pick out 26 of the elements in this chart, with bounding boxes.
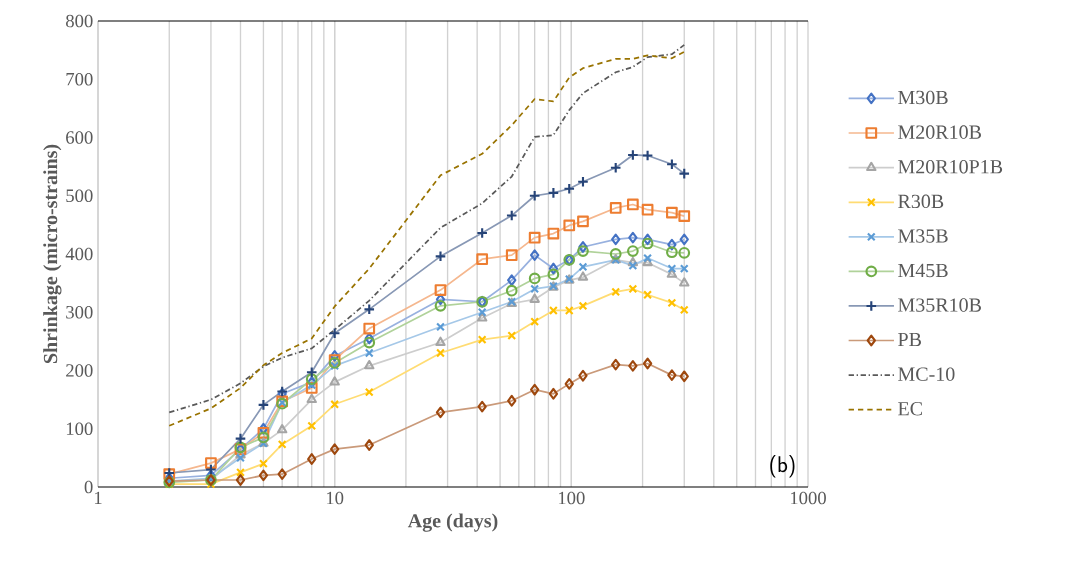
y-tick-label: 800: [66, 14, 93, 28]
y-tick-label: 400: [65, 247, 93, 261]
y-axis-title: Shrinkage (micro-strains): [43, 144, 62, 364]
legend-label: PB: [898, 332, 921, 347]
legend-label: M35B: [898, 229, 948, 243]
x-tick-label: 1000: [790, 491, 826, 505]
y-tick-label: 300: [66, 305, 93, 319]
y-tick-label: 200: [66, 364, 93, 377]
x-tick-label: 10: [326, 491, 344, 505]
y-tick-label: 500: [66, 189, 93, 203]
y-tick-label: 600: [66, 131, 93, 144]
legend-label: EC: [898, 402, 922, 416]
legend-label: M20R10B: [898, 125, 981, 139]
legend-label: M45B: [898, 263, 948, 278]
legend-label: M30B: [898, 90, 948, 105]
annotation: (b): [770, 454, 795, 478]
legend-label: R30B: [898, 194, 944, 209]
y-tick-label: 700: [66, 72, 93, 86]
y-tick-label: 100: [66, 422, 93, 436]
legend-label: M20R10P1B: [898, 159, 1003, 174]
x-axis-title: Age (days): [407, 513, 498, 532]
x-tick-label: 100: [558, 491, 585, 505]
legend-label: M35R10B: [898, 298, 981, 312]
legend-label: MC-10: [898, 367, 955, 381]
y-tick-label: 0: [84, 480, 93, 494]
x-tick-label: 1: [94, 491, 102, 505]
